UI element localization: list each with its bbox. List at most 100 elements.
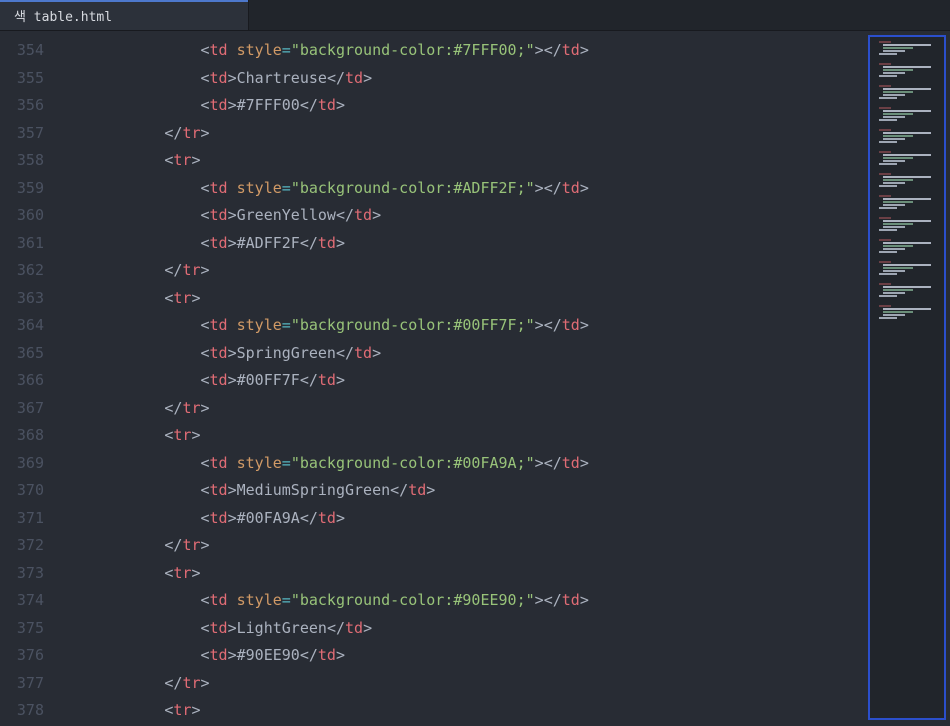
minimap-row bbox=[873, 151, 941, 153]
code-line: <td style="background-color:#ADFF2F;"></… bbox=[56, 175, 868, 203]
minimap-row bbox=[873, 251, 941, 253]
minimap-row bbox=[873, 47, 941, 49]
code-line: <td style="background-color:#7FFF00;"></… bbox=[56, 37, 868, 65]
minimap-row bbox=[873, 220, 941, 222]
minimap-row bbox=[873, 179, 941, 181]
code-line: <td>GreenYellow</td> bbox=[56, 202, 868, 230]
minimap-group bbox=[873, 239, 941, 253]
code-line: <td>#00FA9A</td> bbox=[56, 505, 868, 533]
line-number: 364 bbox=[0, 312, 56, 340]
minimap-row bbox=[873, 286, 941, 288]
minimap-group bbox=[873, 129, 941, 143]
minimap-row bbox=[873, 107, 941, 109]
tab-file[interactable]: 색 table.html bbox=[0, 0, 249, 30]
line-gutter: 3543553563573583593603613623633643653663… bbox=[0, 31, 56, 726]
minimap-row bbox=[873, 267, 941, 269]
editor-root: 색 table.html 354355356357358359360361362… bbox=[0, 0, 950, 726]
code-line: </tr> bbox=[56, 395, 868, 423]
code-line: <td style="background-color:#90EE90;"></… bbox=[56, 587, 868, 615]
line-number: 377 bbox=[0, 670, 56, 698]
line-number: 370 bbox=[0, 477, 56, 505]
code-line: <td>#90EE90</td> bbox=[56, 642, 868, 670]
line-number: 363 bbox=[0, 285, 56, 313]
code-line: <td>LightGreen</td> bbox=[56, 615, 868, 643]
code-line: <td>Chartreuse</td> bbox=[56, 65, 868, 93]
minimap-row bbox=[873, 261, 941, 263]
minimap-row bbox=[873, 69, 941, 71]
minimap-row bbox=[873, 119, 941, 121]
minimap-row bbox=[873, 94, 941, 96]
minimap-row bbox=[873, 264, 941, 266]
minimap-row bbox=[873, 201, 941, 203]
line-number: 365 bbox=[0, 340, 56, 368]
code-area[interactable]: <td style="background-color:#7FFF00;"></… bbox=[56, 31, 868, 726]
code-line: </tr> bbox=[56, 532, 868, 560]
line-number: 367 bbox=[0, 395, 56, 423]
minimap-group bbox=[873, 261, 941, 275]
minimap-row bbox=[873, 223, 941, 225]
line-number: 368 bbox=[0, 422, 56, 450]
minimap-row bbox=[873, 308, 941, 310]
minimap-row bbox=[873, 198, 941, 200]
code-line: <td style="background-color:#00FF7F;"></… bbox=[56, 312, 868, 340]
minimap-row bbox=[873, 50, 941, 52]
line-number: 360 bbox=[0, 202, 56, 230]
minimap-row bbox=[873, 157, 941, 159]
code-line: <td>#ADFF2F</td> bbox=[56, 230, 868, 258]
minimap-row bbox=[873, 97, 941, 99]
minimap-row bbox=[873, 141, 941, 143]
minimap-group bbox=[873, 85, 941, 99]
minimap-group bbox=[873, 107, 941, 121]
tab-label: 색 table.html bbox=[14, 6, 112, 25]
minimap-group bbox=[873, 151, 941, 165]
minimap-row bbox=[873, 113, 941, 115]
line-number: 356 bbox=[0, 92, 56, 120]
minimap-row bbox=[873, 248, 941, 250]
minimap-row bbox=[873, 66, 941, 68]
minimap-row bbox=[873, 110, 941, 112]
editor-body: 3543553563573583593603613623633643653663… bbox=[0, 31, 950, 726]
minimap-row bbox=[873, 204, 941, 206]
line-number: 361 bbox=[0, 230, 56, 258]
line-number: 376 bbox=[0, 642, 56, 670]
line-number: 371 bbox=[0, 505, 56, 533]
minimap-row bbox=[873, 154, 941, 156]
code-line: <tr> bbox=[56, 285, 868, 313]
minimap-row bbox=[873, 226, 941, 228]
code-line: <td>#7FFF00</td> bbox=[56, 92, 868, 120]
code-line: </tr> bbox=[56, 670, 868, 698]
minimap-row bbox=[873, 160, 941, 162]
minimap-row bbox=[873, 138, 941, 140]
minimap-row bbox=[873, 91, 941, 93]
line-number: 355 bbox=[0, 65, 56, 93]
line-number: 357 bbox=[0, 120, 56, 148]
line-number: 358 bbox=[0, 147, 56, 175]
line-number: 366 bbox=[0, 367, 56, 395]
line-number: 359 bbox=[0, 175, 56, 203]
minimap-row bbox=[873, 129, 941, 131]
minimap-row bbox=[873, 289, 941, 291]
minimap-group bbox=[873, 173, 941, 187]
minimap-row bbox=[873, 163, 941, 165]
minimap-group bbox=[873, 217, 941, 231]
minimap-row bbox=[873, 41, 941, 43]
minimap-row bbox=[873, 173, 941, 175]
minimap-group bbox=[873, 305, 941, 319]
tab-bar: 색 table.html bbox=[0, 0, 950, 31]
code-line: <tr> bbox=[56, 697, 868, 725]
code-line: <td>SpringGreen</td> bbox=[56, 340, 868, 368]
minimap-row bbox=[873, 176, 941, 178]
line-number: 375 bbox=[0, 615, 56, 643]
minimap-row bbox=[873, 311, 941, 313]
minimap-row bbox=[873, 273, 941, 275]
minimap-row bbox=[873, 239, 941, 241]
minimap-row bbox=[873, 217, 941, 219]
code-line: </tr> bbox=[56, 120, 868, 148]
minimap-row bbox=[873, 185, 941, 187]
line-number: 372 bbox=[0, 532, 56, 560]
minimap-row bbox=[873, 292, 941, 294]
minimap-row bbox=[873, 63, 941, 65]
minimap-row bbox=[873, 305, 941, 307]
line-number: 354 bbox=[0, 37, 56, 65]
minimap[interactable] bbox=[868, 35, 946, 720]
